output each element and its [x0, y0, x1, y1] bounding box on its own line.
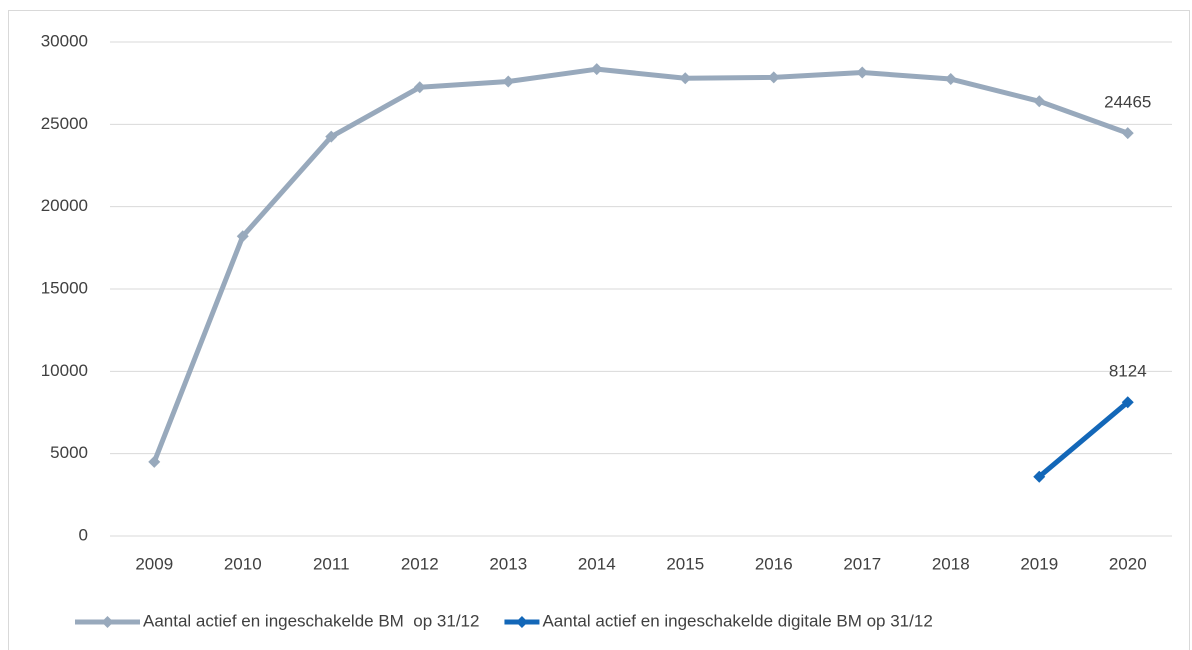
legend-label: Aantal actief en ingeschakelde BM op 31/… [143, 611, 479, 630]
legend-marker [101, 616, 114, 628]
marker [679, 72, 692, 85]
x-tick-label: 2016 [755, 554, 793, 573]
marker [236, 230, 249, 243]
marker [590, 63, 603, 76]
x-tick-label: 2020 [1109, 554, 1147, 573]
marker [1033, 95, 1046, 108]
series-line [151, 66, 1129, 463]
x-tick-label: 2015 [666, 554, 704, 573]
x-tick-label: 2010 [224, 554, 262, 573]
marker [767, 71, 780, 84]
x-tick-label: 2011 [313, 554, 350, 573]
y-tick-label: 20000 [41, 196, 88, 215]
x-tick-label: 2012 [401, 554, 439, 573]
marker [148, 455, 161, 468]
marker [325, 130, 338, 143]
marker [1033, 470, 1046, 483]
x-tick-label: 2013 [489, 554, 527, 573]
x-tick-label: 2017 [843, 554, 881, 573]
marker [856, 66, 869, 79]
marker [413, 81, 426, 94]
y-tick-label: 15000 [41, 278, 88, 297]
legend-label: Aantal actief en ingeschakelde digitale … [542, 611, 932, 630]
y-tick-label: 25000 [41, 114, 88, 133]
x-tick-label: 2009 [135, 554, 173, 573]
marker [944, 73, 957, 86]
y-tick-label: 0 [79, 525, 88, 544]
x-tick-label: 2019 [1020, 554, 1058, 573]
y-tick-label: 30000 [41, 31, 88, 50]
y-tick-label: 5000 [50, 443, 88, 462]
data-label: 8124 [1109, 362, 1147, 381]
y-tick-label: 10000 [41, 361, 88, 380]
series-line [1037, 400, 1130, 479]
data-label: 24465 [1104, 93, 1151, 112]
marker [1121, 127, 1134, 140]
marker [502, 75, 515, 88]
x-tick-label: 2014 [578, 554, 616, 573]
marker [1121, 396, 1134, 409]
x-tick-label: 2018 [932, 554, 970, 573]
legend-marker [515, 616, 528, 628]
